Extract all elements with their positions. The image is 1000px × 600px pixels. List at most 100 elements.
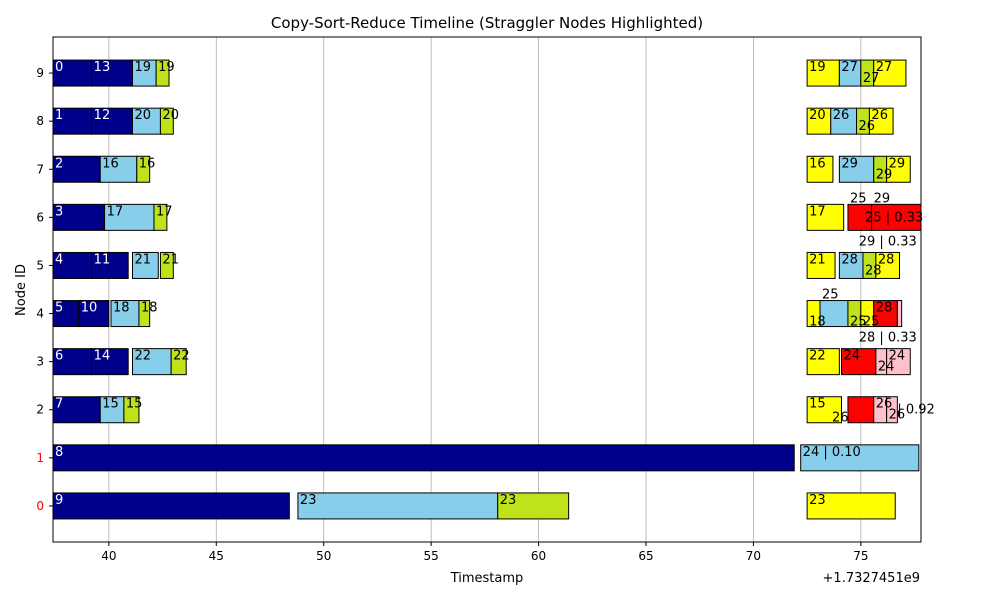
timeline-bar: [52, 155, 101, 183]
timeline-bar: [52, 203, 106, 231]
bar-label: 15: [809, 397, 826, 412]
y-tick-label: 7: [36, 162, 44, 176]
bar-label: 25: [850, 315, 867, 330]
timeline-bar: [806, 155, 834, 183]
timeline-bar: [52, 59, 93, 87]
timeline-bar: [830, 107, 858, 135]
timeline-bar: [806, 203, 845, 231]
bar-label: 17: [107, 204, 124, 219]
y-tick-label: 5: [36, 258, 44, 272]
bar-label: 14: [94, 349, 111, 364]
timeline-bar: [297, 492, 499, 520]
bar-label: 28: [865, 263, 882, 278]
bar-label: 27: [876, 60, 893, 75]
annotations: 25 | 0.33 29 | 0.33 28 | 0.33 | 0.92: [859, 210, 935, 417]
bar-label: 27: [863, 71, 880, 86]
x-tick-label: 70: [746, 549, 761, 563]
bar-label: 17: [156, 204, 173, 219]
timeline-bar: [155, 59, 170, 87]
bar-label: 26: [833, 108, 850, 123]
bar-label: 24 | 0.10: [803, 445, 861, 460]
timeline-bar: [123, 396, 140, 424]
timeline-bars: [52, 59, 922, 520]
bar-label: 4: [55, 252, 63, 267]
timeline-bar: [847, 396, 875, 424]
bar-label: 29: [874, 191, 891, 206]
timeline-bar: [838, 155, 875, 183]
x-tick-label: 75: [853, 549, 868, 563]
timeline-bar: [131, 107, 161, 135]
y-tick-label: 6: [36, 210, 44, 224]
timeline-bar: [806, 348, 840, 376]
bar-label: 29: [841, 156, 858, 171]
bar-label: 12: [94, 108, 111, 123]
y-tick-label: 1: [36, 451, 44, 465]
bar-label: 25: [822, 288, 839, 303]
annotation-label: 29 | 0.33: [859, 234, 917, 249]
bar-label: 24: [878, 360, 895, 375]
bar-label: 17: [809, 204, 826, 219]
bar-label: 20: [809, 108, 826, 123]
timeline-bar: [104, 203, 155, 231]
bar-label: 28: [876, 301, 893, 316]
bar-label: 21: [162, 252, 179, 267]
bar-label: 25: [863, 315, 880, 330]
bar-label: 26: [889, 408, 906, 423]
bar-label: 21: [809, 252, 826, 267]
bar-label: 25: [850, 191, 867, 206]
timeline-bar: [78, 300, 110, 328]
bar-label: 28: [878, 252, 895, 267]
x-tick-label: 60: [531, 549, 546, 563]
timeline-bar: [819, 300, 849, 328]
y-tick-label: 9: [36, 66, 44, 80]
bar-label: 18: [113, 301, 130, 316]
x-axis-offset: +1.7327451e9: [823, 571, 920, 586]
timeline-bar: [91, 59, 133, 87]
bar-label: 26: [859, 119, 876, 134]
bar-label: 26: [876, 397, 893, 412]
bar-label: 13: [94, 60, 111, 75]
bar-label: 10: [81, 301, 98, 316]
bar-label: 7: [55, 397, 63, 412]
bar-label: 24: [844, 349, 861, 364]
timeline-bar: [91, 251, 129, 279]
timeline-bar: [52, 444, 795, 472]
bar-label: 26: [871, 108, 888, 123]
timeline-bar: [886, 155, 911, 183]
x-tick-label: 50: [316, 549, 331, 563]
bar-label: 23: [300, 493, 317, 508]
bar-label: 18: [141, 301, 158, 316]
x-tick-label: 45: [209, 549, 224, 563]
x-tick-label: 55: [423, 549, 438, 563]
bar-label: 6: [55, 349, 63, 364]
bar-label: 19: [158, 60, 175, 75]
bar-label: 22: [134, 349, 151, 364]
timeline-bar: [159, 251, 174, 279]
timeline-bar: [896, 300, 903, 328]
bar-label: 29: [889, 156, 906, 171]
timeline-bar: [91, 348, 129, 376]
y-axis-label: Node ID: [14, 264, 29, 316]
bar-label: 16: [809, 156, 826, 171]
bar-label: 2: [55, 156, 63, 171]
timeline-bar: [52, 107, 93, 135]
x-tick-label: 65: [638, 549, 653, 563]
timeline-bar: [800, 444, 920, 472]
timeline-bar: [91, 107, 133, 135]
bar-label: 19: [809, 60, 826, 75]
annotation-label: 25 | 0.33: [865, 210, 923, 225]
timeline-bar: [136, 155, 151, 183]
x-axis-label: Timestamp: [450, 571, 524, 586]
y-tick-label: 8: [36, 114, 44, 128]
timeline-bar: [52, 492, 290, 520]
bar-label: 16: [102, 156, 119, 171]
chart-title: Copy-Sort-Reduce Timeline (Straggler Nod…: [271, 14, 703, 32]
bar-label: 19: [134, 60, 151, 75]
bar-label: 21: [134, 252, 151, 267]
bar-label: 22: [173, 349, 190, 364]
timeline-bar: [159, 107, 174, 135]
y-axis: 0 1 2 3 4 5 6 7 8 9: [36, 66, 53, 513]
timeline-bar: [131, 251, 159, 279]
